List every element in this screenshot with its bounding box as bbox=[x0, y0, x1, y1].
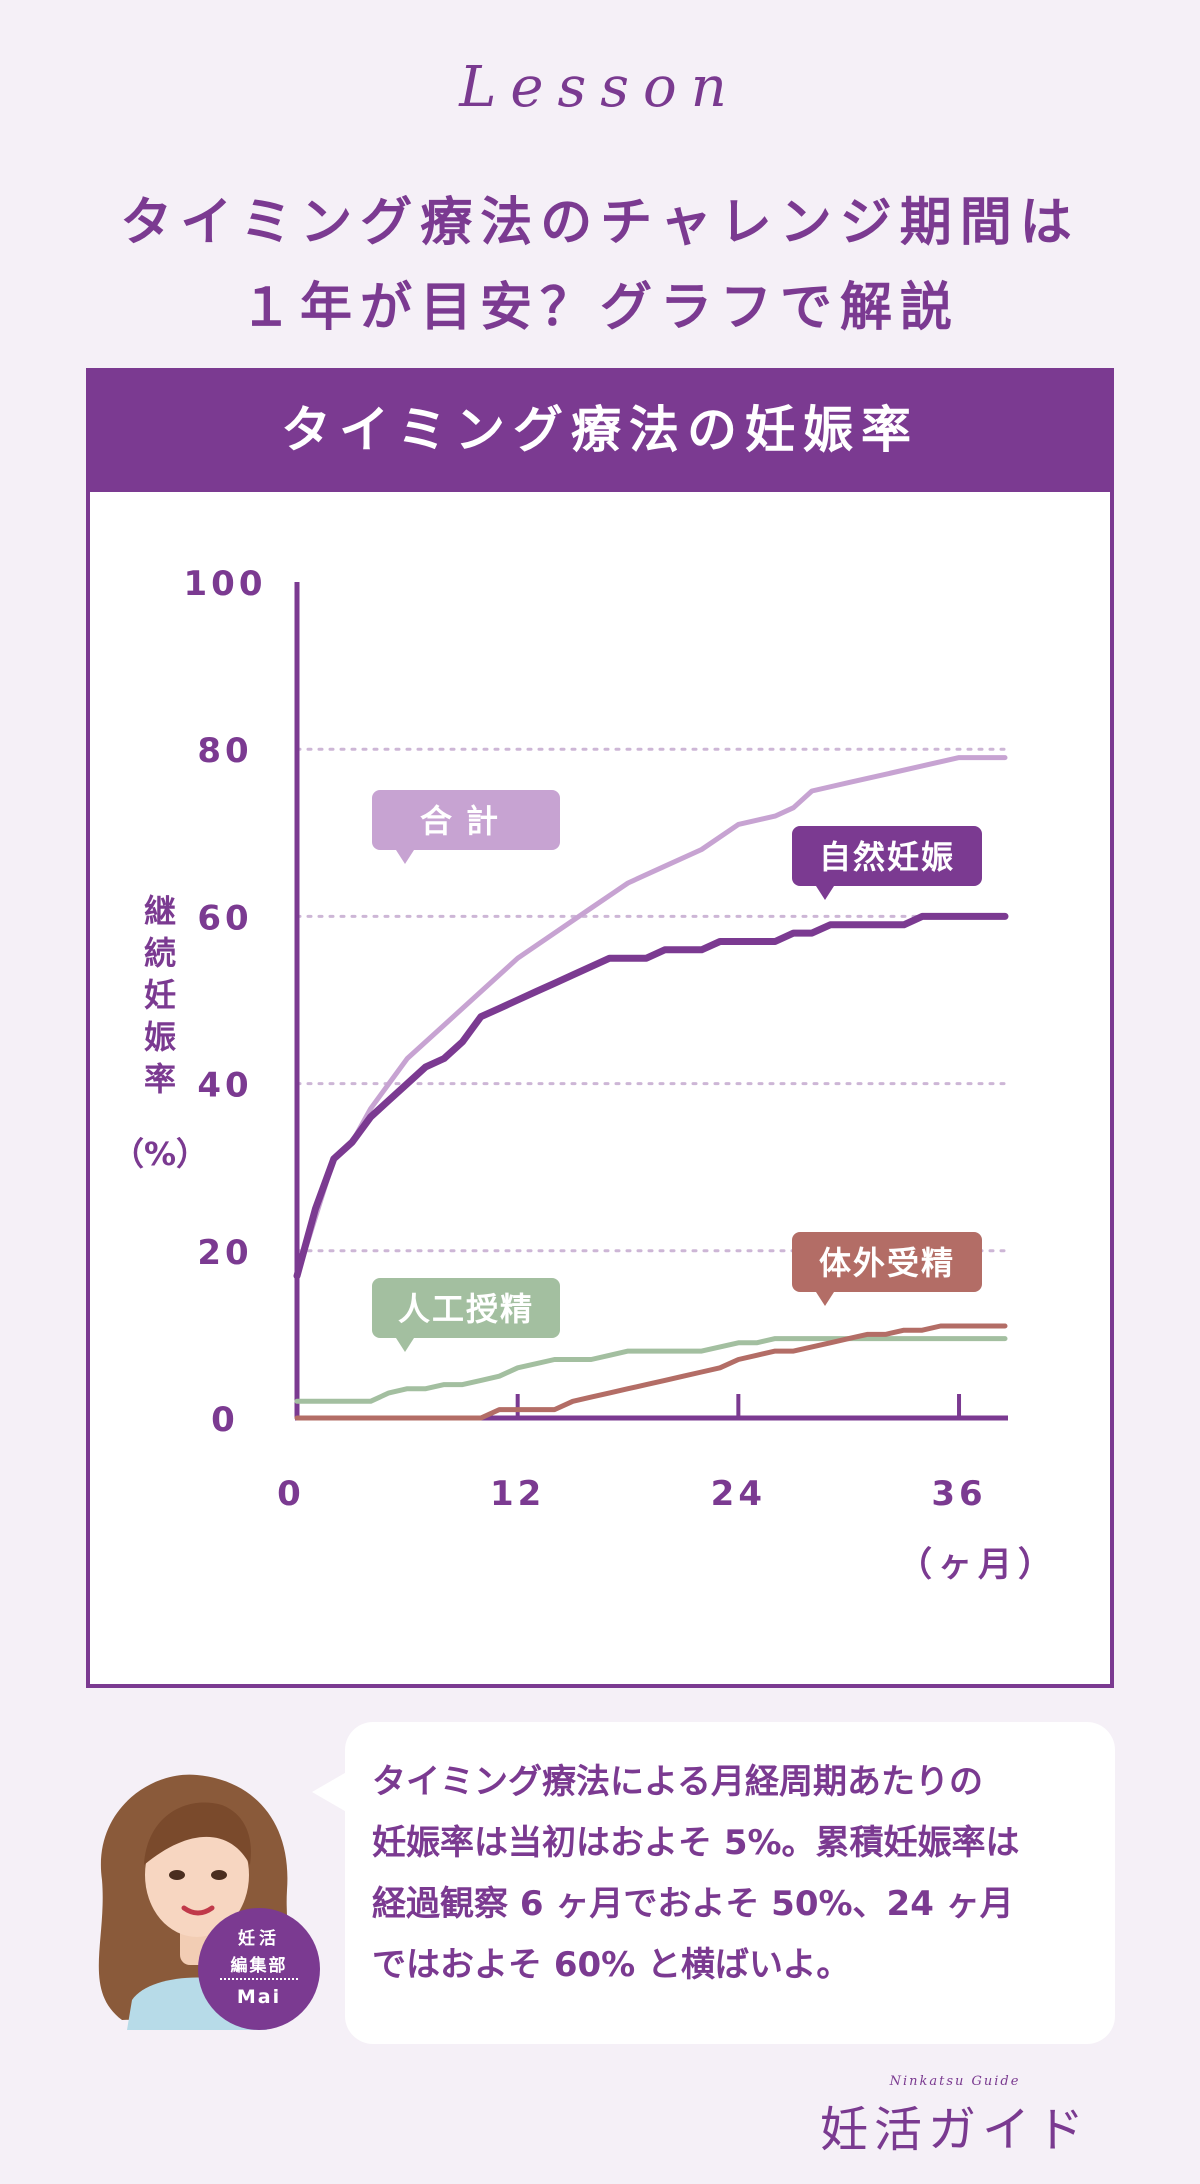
x-tick-label-0: 0 bbox=[277, 1474, 305, 1514]
y-axis-unit: （%） bbox=[112, 1135, 208, 1173]
y-axis-label-c2: 続 bbox=[144, 934, 176, 972]
series-callout-box-2 bbox=[372, 1278, 560, 1338]
y-tick-label-60: 60 bbox=[197, 898, 252, 938]
series-line-0 bbox=[294, 755, 1008, 1279]
y-tick-label-80: 80 bbox=[197, 731, 252, 771]
comment-line-2: 妊娠率は当初はおよそ 5%。累積妊娠率は bbox=[372, 1823, 1020, 1863]
series-callout-tail-3 bbox=[816, 1292, 834, 1306]
series-line-3 bbox=[294, 1323, 1008, 1421]
comment-line-1: タイミング療法による月経周期あたりの bbox=[372, 1762, 983, 1802]
x-tick-label-36: 36 bbox=[931, 1474, 986, 1514]
series-callout-0: 合計 bbox=[372, 790, 560, 864]
chart-frame bbox=[86, 368, 1114, 1688]
series-callout-tail-0 bbox=[396, 850, 414, 864]
y-tick-label-40: 40 bbox=[197, 1066, 252, 1106]
author-badge: 妊活 編集部 Mai bbox=[198, 1908, 320, 2030]
avatar-eye-left-icon bbox=[169, 1870, 185, 1880]
series-callout-2: 人工授精 bbox=[372, 1278, 560, 1352]
series-callout-box-1 bbox=[792, 826, 982, 886]
comment-bubble-tail bbox=[312, 1770, 350, 1814]
series-name-1: 自然妊娠 bbox=[819, 838, 955, 876]
comment-line-3: 経過観察 6 ヶ月でおよそ 50%、24 ヶ月 bbox=[372, 1884, 1014, 1924]
series-lines bbox=[293, 755, 1009, 1421]
series-line-1 bbox=[293, 912, 1009, 1280]
series-name-2: 人工授精 bbox=[398, 1290, 534, 1328]
brand-logo-text: 妊活ガイド bbox=[819, 2102, 1090, 2158]
lesson-script-title: Lesson bbox=[459, 55, 741, 120]
series-callout-box-3 bbox=[792, 1232, 982, 1292]
series-callout-3: 体外受精 bbox=[792, 1232, 982, 1306]
x-tick-label-12: 12 bbox=[490, 1474, 545, 1514]
chart-title: タイミング療法の妊娠率 bbox=[86, 368, 1114, 492]
author-badge-divider bbox=[220, 1978, 298, 1980]
series-name-3: 体外受精 bbox=[819, 1244, 955, 1282]
y-tick-label-20: 20 bbox=[197, 1233, 252, 1273]
series-line-2 bbox=[294, 1336, 1008, 1404]
avatar-hair-front-icon bbox=[144, 1802, 252, 1865]
author-org-line-2: 編集部 bbox=[230, 1956, 288, 1976]
avatar-eye-right-icon bbox=[211, 1870, 227, 1880]
series-callout-box-0 bbox=[372, 790, 560, 850]
page-title-line-1: タイミング療法のチャレンジ期間は bbox=[120, 193, 1080, 253]
axis-ticks: 0 20 40 60 80 100 0 12 24 36 bbox=[184, 564, 986, 1514]
comment-bubble bbox=[345, 1722, 1115, 2044]
y-axis-label-c3: 妊 bbox=[144, 976, 176, 1014]
series-name-0: 合計 bbox=[420, 802, 512, 840]
y-axis-label-c4: 娠 bbox=[144, 1018, 176, 1056]
y-axis-label-c1: 継 bbox=[144, 892, 176, 930]
series-callout-tail-1 bbox=[816, 886, 834, 900]
y-tick-label-0: 0 bbox=[211, 1400, 239, 1440]
y-axis-label-c5: 率 bbox=[144, 1060, 176, 1098]
comment-text: タイミング療法による月経周期あたりの 妊娠率は当初はおよそ 5%。累積妊娠率は … bbox=[372, 1752, 1097, 1996]
series-callout-1: 自然妊娠 bbox=[792, 826, 982, 900]
avatar-mouth-icon bbox=[181, 1905, 215, 1916]
page-title-line-2: １年が目安？グラフで解説 bbox=[239, 278, 960, 338]
author-org-line-1: 妊活 bbox=[238, 1929, 280, 1949]
y-tick-label-100: 100 bbox=[184, 564, 267, 604]
grid-lines bbox=[295, 747, 1007, 1253]
x-axis-label: （ヶ月） bbox=[898, 1545, 1058, 1585]
brand-subtitle: Ninkatsu Guide bbox=[889, 2074, 1021, 2089]
series-callout-tail-2 bbox=[396, 1338, 414, 1352]
comment-line-4: ではおよそ 60% と横ばいよ。 bbox=[372, 1945, 851, 1985]
author-name: Mai bbox=[236, 1986, 282, 2008]
x-tick-label-24: 24 bbox=[711, 1474, 766, 1514]
